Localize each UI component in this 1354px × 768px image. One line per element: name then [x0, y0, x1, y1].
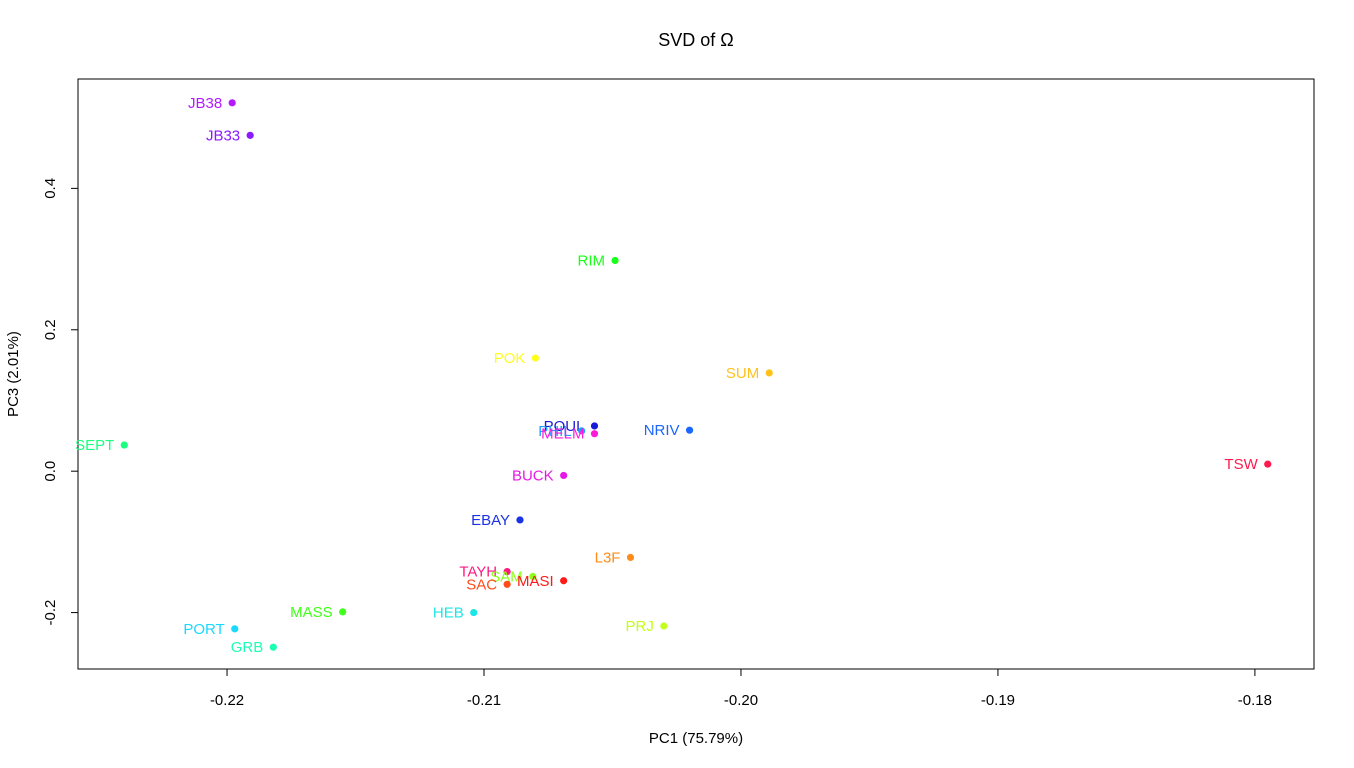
- x-tick-label: -0.22: [210, 692, 244, 709]
- point-ebay: EBAY: [471, 512, 524, 529]
- data-point-label: RIM: [578, 252, 606, 269]
- data-point-marker: [531, 354, 539, 362]
- data-point-marker: [685, 426, 694, 434]
- data-point-marker: [269, 643, 277, 651]
- point-mass: MASS: [290, 604, 347, 621]
- x-tick-label: -0.20: [724, 692, 758, 709]
- plot-frame: [77, 78, 1315, 670]
- point-sam: SAM: [490, 569, 537, 586]
- data-point-marker: [611, 256, 619, 265]
- point-sept: SEPT: [75, 437, 128, 454]
- data-point-label: L3F: [595, 549, 621, 566]
- data-point-label: SAC: [466, 576, 497, 593]
- data-point-label: JB38: [188, 95, 222, 112]
- point-grb: GRB: [231, 639, 277, 656]
- data-point-label: PRJ: [626, 618, 654, 635]
- point-jb38: JB38: [188, 95, 236, 112]
- data-point-label: MASI: [517, 573, 554, 590]
- point-sum: SUM: [726, 365, 773, 382]
- data-point-label: PORT: [183, 621, 224, 638]
- point-pok: POK: [494, 350, 539, 367]
- data-point-marker: [470, 608, 478, 617]
- point-l3f: L3F: [595, 549, 635, 566]
- point-jb33: JB33: [206, 127, 254, 144]
- data-point-label: HEB: [433, 605, 464, 622]
- point-nriv: NRIV: [644, 422, 694, 439]
- point-sac: SAC: [466, 576, 511, 593]
- data-point-label: EBAY: [471, 512, 510, 529]
- point-rim: RIM: [578, 252, 619, 269]
- data-point-marker: [560, 577, 568, 585]
- data-point-marker: [231, 625, 239, 633]
- data-point-marker: [120, 441, 128, 449]
- data-point-label: NRIV: [644, 422, 680, 439]
- y-tick-label: 0.0: [42, 461, 59, 482]
- y-tick-label: 0.4: [42, 178, 59, 199]
- point-buck: BUCK: [512, 467, 568, 484]
- point-poul: POUL: [544, 418, 599, 435]
- data-point-label: MELM: [541, 426, 584, 443]
- y-axis-label: PC3 (2.01%): [5, 331, 22, 417]
- y-tick-label: 0.2: [42, 319, 59, 340]
- point-prj: PRJ: [626, 618, 668, 635]
- x-tick-label: -0.21: [467, 692, 501, 709]
- data-point-marker: [660, 622, 668, 630]
- data-point-label: POK: [494, 350, 526, 367]
- x-tick-label: -0.19: [981, 692, 1015, 709]
- data-point-marker: [765, 369, 773, 377]
- point-heb: HEB: [433, 605, 478, 622]
- data-point-marker: [626, 553, 635, 562]
- chart-title: SVD of Ω: [658, 30, 733, 50]
- data-point-label: JB33: [206, 127, 240, 144]
- data-point-label: SEPT: [75, 437, 114, 454]
- data-point-marker: [590, 430, 599, 438]
- data-point-label: POUL: [544, 418, 585, 435]
- point-phil: PHIL: [538, 423, 586, 440]
- data-point-label: SUM: [726, 365, 759, 382]
- data-point-marker: [339, 608, 347, 616]
- data-point-marker: [246, 131, 254, 139]
- point-tayh: TAYH: [459, 564, 511, 581]
- data-point-label: TAYH: [459, 564, 497, 581]
- data-point-marker: [1264, 460, 1272, 468]
- x-axis: -0.22 -0.21 -0.20 -0.19 -0.18: [210, 668, 1272, 709]
- x-tick-label: -0.18: [1238, 692, 1272, 709]
- data-point-marker: [503, 567, 511, 576]
- data-point-label: SAM: [490, 569, 523, 586]
- data-point-marker: [560, 471, 568, 480]
- y-tick-label: -0.2: [42, 600, 59, 626]
- y-axis: -0.2 0.0 0.2 0.4: [42, 178, 79, 626]
- data-point-marker: [578, 427, 586, 435]
- data-point-label: PHIL: [538, 423, 571, 440]
- data-point-label: BUCK: [512, 467, 554, 484]
- data-point-marker: [590, 422, 599, 430]
- point-melm: MELM: [541, 426, 599, 443]
- point-masi: MASI: [517, 573, 568, 590]
- x-axis-label: PC1 (75.79%): [649, 730, 743, 747]
- data-point-marker: [228, 99, 236, 107]
- data-point-label: TSW: [1224, 456, 1258, 473]
- data-point-marker: [516, 516, 524, 524]
- data-point-marker: [503, 580, 511, 588]
- point-port: PORT: [183, 621, 239, 638]
- data-point-label: GRB: [231, 639, 264, 656]
- data-point-marker: [529, 572, 537, 581]
- point-tsw: TSW: [1224, 456, 1272, 473]
- data-point-label: MASS: [290, 604, 333, 621]
